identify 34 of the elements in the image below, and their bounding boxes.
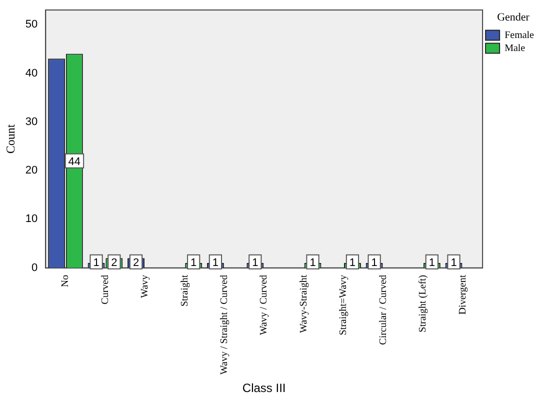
- x-tick-label: Curved: [100, 274, 111, 304]
- x-tick-label: Straight (Left): [418, 274, 429, 332]
- data-label: 1: [349, 256, 356, 269]
- x-tick-label: Straight=Wavy: [338, 274, 350, 336]
- x-tick-label: Wavy / Curved: [258, 274, 270, 336]
- x-axis-title: Class III: [242, 381, 286, 396]
- data-label: 44: [68, 156, 81, 168]
- data-label: 1: [93, 256, 100, 269]
- legend-label: Male: [504, 42, 526, 54]
- legend-label: Female: [504, 30, 535, 41]
- y-tick-label: 50: [25, 18, 38, 31]
- x-tick-label: Circular / Curved: [378, 274, 389, 345]
- data-label: 1: [212, 256, 219, 269]
- x-tick-label: Straight: [179, 274, 190, 307]
- y-tick-label: 20: [25, 164, 38, 177]
- data-label: 1: [310, 256, 316, 269]
- data-label: 1: [371, 256, 378, 269]
- x-tick-label: Wavy: [140, 274, 151, 298]
- data-label: 1: [190, 256, 197, 269]
- y-tick-label: 10: [25, 213, 38, 226]
- legend-title: Gender: [497, 11, 530, 24]
- y-tick-label: 40: [25, 67, 38, 80]
- x-tick-label: Wavy / Straight / Curved: [219, 274, 230, 375]
- x-tick-label: Wavy-Straight: [298, 274, 310, 333]
- data-label: 2: [132, 256, 140, 269]
- data-label: 2: [111, 256, 118, 269]
- y-tick-label: 30: [25, 116, 38, 128]
- x-tick-label: No: [60, 274, 72, 288]
- y-tick-label: 0: [32, 262, 38, 274]
- x-tick-label: Divergent: [457, 274, 468, 315]
- y-axis-title: Count: [3, 124, 18, 154]
- data-label: 1: [450, 256, 457, 269]
- data-label: 1: [428, 256, 435, 269]
- data-label: 1: [252, 256, 258, 269]
